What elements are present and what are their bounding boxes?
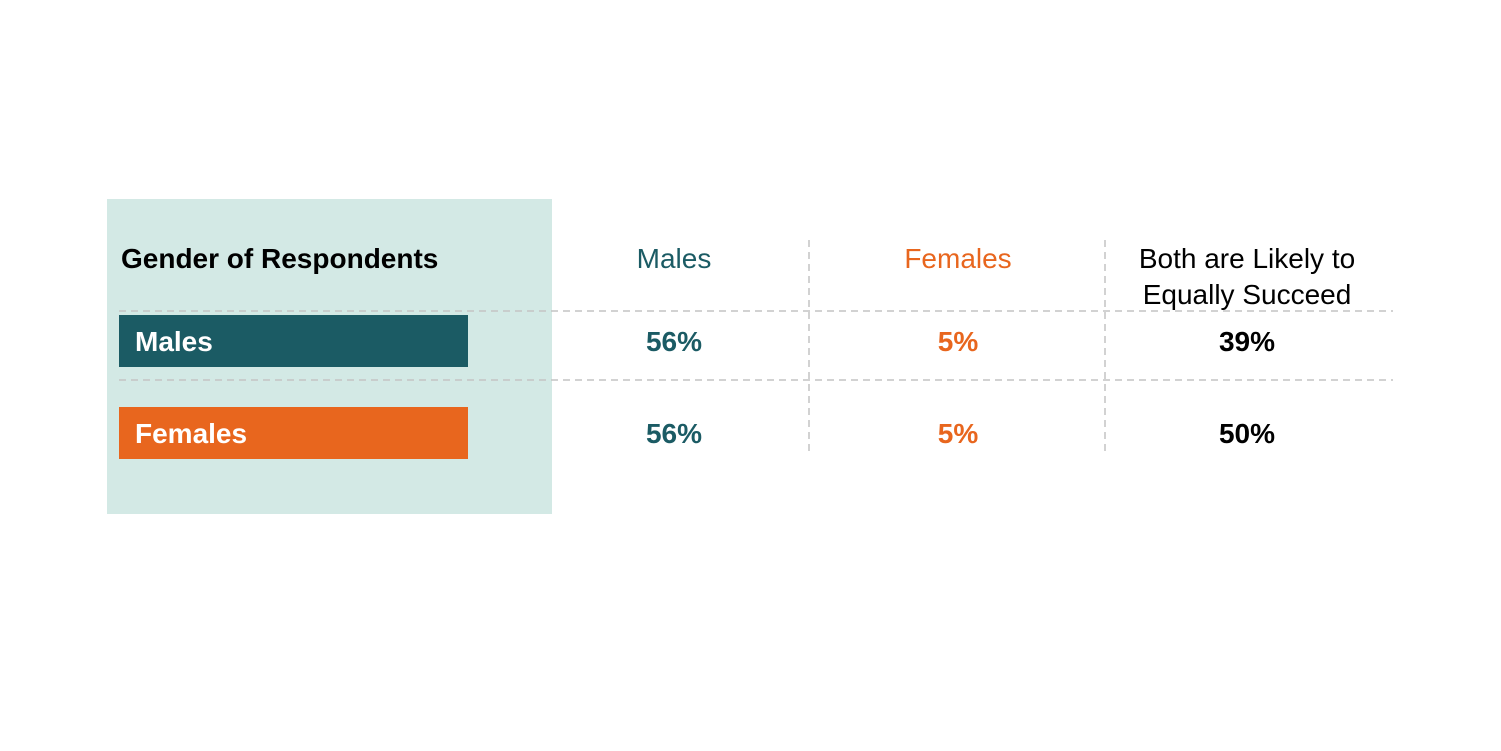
table-rows: Males 56% 5% 39% Females 56% 5% 50%	[119, 315, 1275, 459]
column-header-line: Both are Likely to	[1139, 243, 1355, 274]
row-label-bar	[119, 407, 468, 459]
column-header-line: Females	[904, 243, 1011, 274]
grid-lines	[119, 240, 1393, 452]
column-header-2: Females	[904, 243, 1011, 274]
row-label: Females	[135, 418, 247, 449]
column-header-line: Equally Succeed	[1143, 279, 1352, 310]
column-headers: Males Females Both are Likely to Equally Su…	[637, 243, 1356, 310]
row-label: Males	[135, 326, 213, 357]
row-label-bar	[119, 315, 468, 367]
column-header-3: Both are Likely to Equally Succeed	[1139, 243, 1355, 310]
column-header-line: Males	[637, 243, 712, 274]
table-cell-value: 56%	[646, 418, 702, 449]
table-row: Males 56% 5% 39%	[119, 315, 1275, 367]
table-cell-value: 39%	[1219, 326, 1275, 357]
table-title: Gender of Respondents	[121, 243, 438, 274]
table-cell-value: 56%	[646, 326, 702, 357]
column-header-1: Males	[637, 243, 712, 274]
table-cell-value: 5%	[938, 418, 979, 449]
table-cell-value: 50%	[1219, 418, 1275, 449]
table-cell-value: 5%	[938, 326, 979, 357]
table-row: Females 56% 5% 50%	[119, 407, 1275, 459]
